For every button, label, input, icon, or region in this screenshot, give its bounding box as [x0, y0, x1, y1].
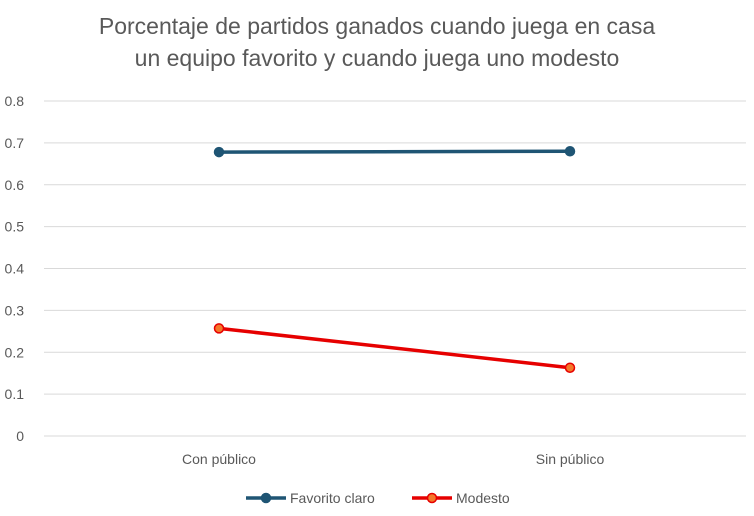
- legend-label-0: Favorito claro: [290, 490, 375, 506]
- data-point: [564, 146, 576, 157]
- data-point: [564, 362, 576, 373]
- legend-label-1: Modesto: [456, 490, 510, 506]
- series-line-1: [218, 326, 571, 370]
- series-lines: [213, 146, 576, 373]
- y-tick-label: 0.2: [5, 344, 25, 360]
- x-tick-label: Con público: [182, 451, 256, 467]
- chart-title-line-2: un equipo favorito y cuando juega uno mo…: [134, 45, 620, 71]
- data-point: [213, 146, 225, 158]
- y-tick-label: 0.4: [5, 261, 25, 277]
- y-tick-label: 0.5: [5, 219, 25, 235]
- y-tick-label: 0.6: [5, 177, 25, 193]
- y-tick-label: 0.3: [5, 302, 25, 318]
- legend-marker-0: [260, 492, 272, 504]
- data-point: [213, 323, 225, 334]
- legend: Favorito claro Modesto: [246, 490, 510, 506]
- y-tick-label: 0.7: [5, 135, 25, 151]
- gridlines: [44, 100, 746, 437]
- y-tick-label: 0: [16, 428, 24, 444]
- y-axis-tick-labels: 0 0.1 0.2 0.3 0.4 0.5 0.6 0.7 0.8: [5, 93, 25, 444]
- x-axis-tick-labels: Con público Sin público: [182, 451, 604, 467]
- chart-title: Porcentaje de partidos ganados cuando ju…: [0, 10, 754, 74]
- chart-title-line-1: Porcentaje de partidos ganados cuando ju…: [98, 13, 656, 39]
- y-tick-label: 0.8: [5, 93, 25, 109]
- legend-marker-1: [426, 492, 438, 504]
- x-tick-label: Sin público: [536, 451, 605, 467]
- y-tick-label: 0.1: [5, 386, 25, 402]
- series-line-0: [218, 149, 571, 154]
